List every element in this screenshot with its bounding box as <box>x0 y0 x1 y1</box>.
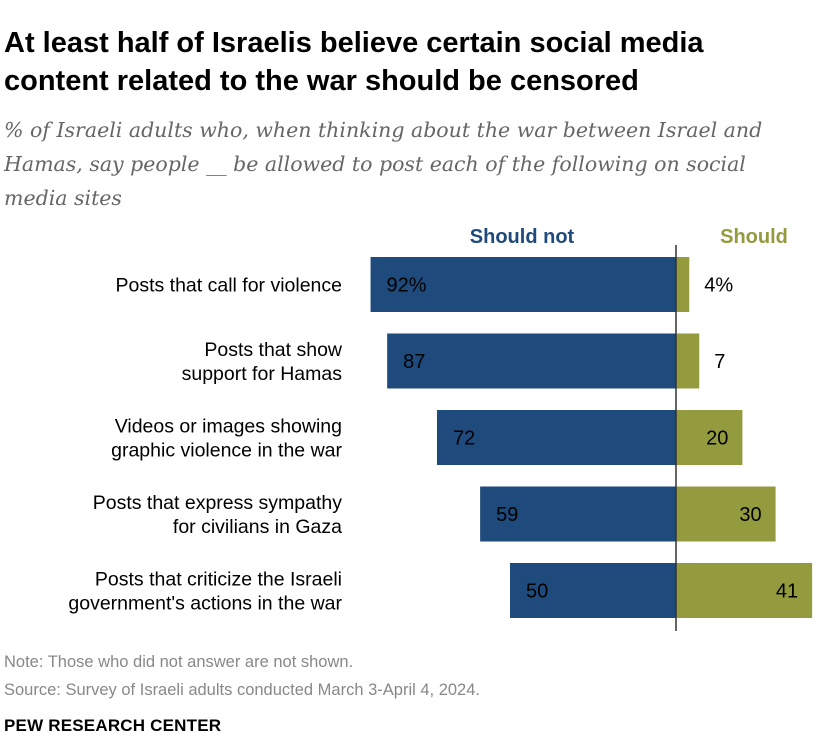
bar-value-should-not: 92% <box>387 275 427 297</box>
bar-value-should: 7 <box>714 351 725 373</box>
category-label: graphic violence in the war <box>111 440 342 462</box>
bar-should <box>676 563 813 618</box>
bar-should-not <box>436 410 676 465</box>
bar-should <box>676 486 776 542</box>
bar-value-should: 30 <box>739 504 761 526</box>
category-label: for civilians in Gaza <box>173 516 342 538</box>
legend-should: Should <box>720 226 788 248</box>
bar-should <box>676 257 690 312</box>
bar-value-should: 4% <box>704 275 733 297</box>
bar-should <box>676 333 700 389</box>
category-label: Videos or images showing <box>115 416 342 438</box>
category-label: government's actions in the war <box>68 593 342 615</box>
bar-value-should-not: 87 <box>403 351 425 373</box>
bar-should-not <box>480 486 676 542</box>
chart-note: Note: Those who did not answer are not s… <box>4 653 354 671</box>
bar-value-should-not: 59 <box>496 504 518 526</box>
bar-value-should-not: 72 <box>453 428 475 450</box>
chart-title: At least half of Israelis believe certai… <box>4 27 704 97</box>
bar-value-should: 20 <box>706 428 728 450</box>
category-label: Posts that express sympathy <box>93 492 343 514</box>
bar-should-not <box>370 257 676 312</box>
category-label: support for Hamas <box>182 363 343 385</box>
bar-should-not <box>387 333 676 389</box>
bar-should <box>676 410 743 465</box>
bar-should-not <box>510 563 676 618</box>
legend-should-not: Should not <box>470 226 575 248</box>
category-label: Posts that show <box>204 339 343 361</box>
chart-source: Source: Survey of Israeli adults conduct… <box>4 681 480 699</box>
diverging-bar-chart: Should not Should 92% 4% Posts that call for… <box>68 226 813 631</box>
bar-value-should: 41 <box>776 581 798 603</box>
brand-logo-text: PEW RESEARCH CENTER <box>4 716 222 735</box>
chart-subtitle: % of Israeli adults who, when thinking a… <box>4 118 763 210</box>
category-label: Posts that criticize the Israeli <box>95 569 342 591</box>
category-label: Posts that call for violence <box>115 275 342 297</box>
bar-value-should-not: 50 <box>526 581 548 603</box>
